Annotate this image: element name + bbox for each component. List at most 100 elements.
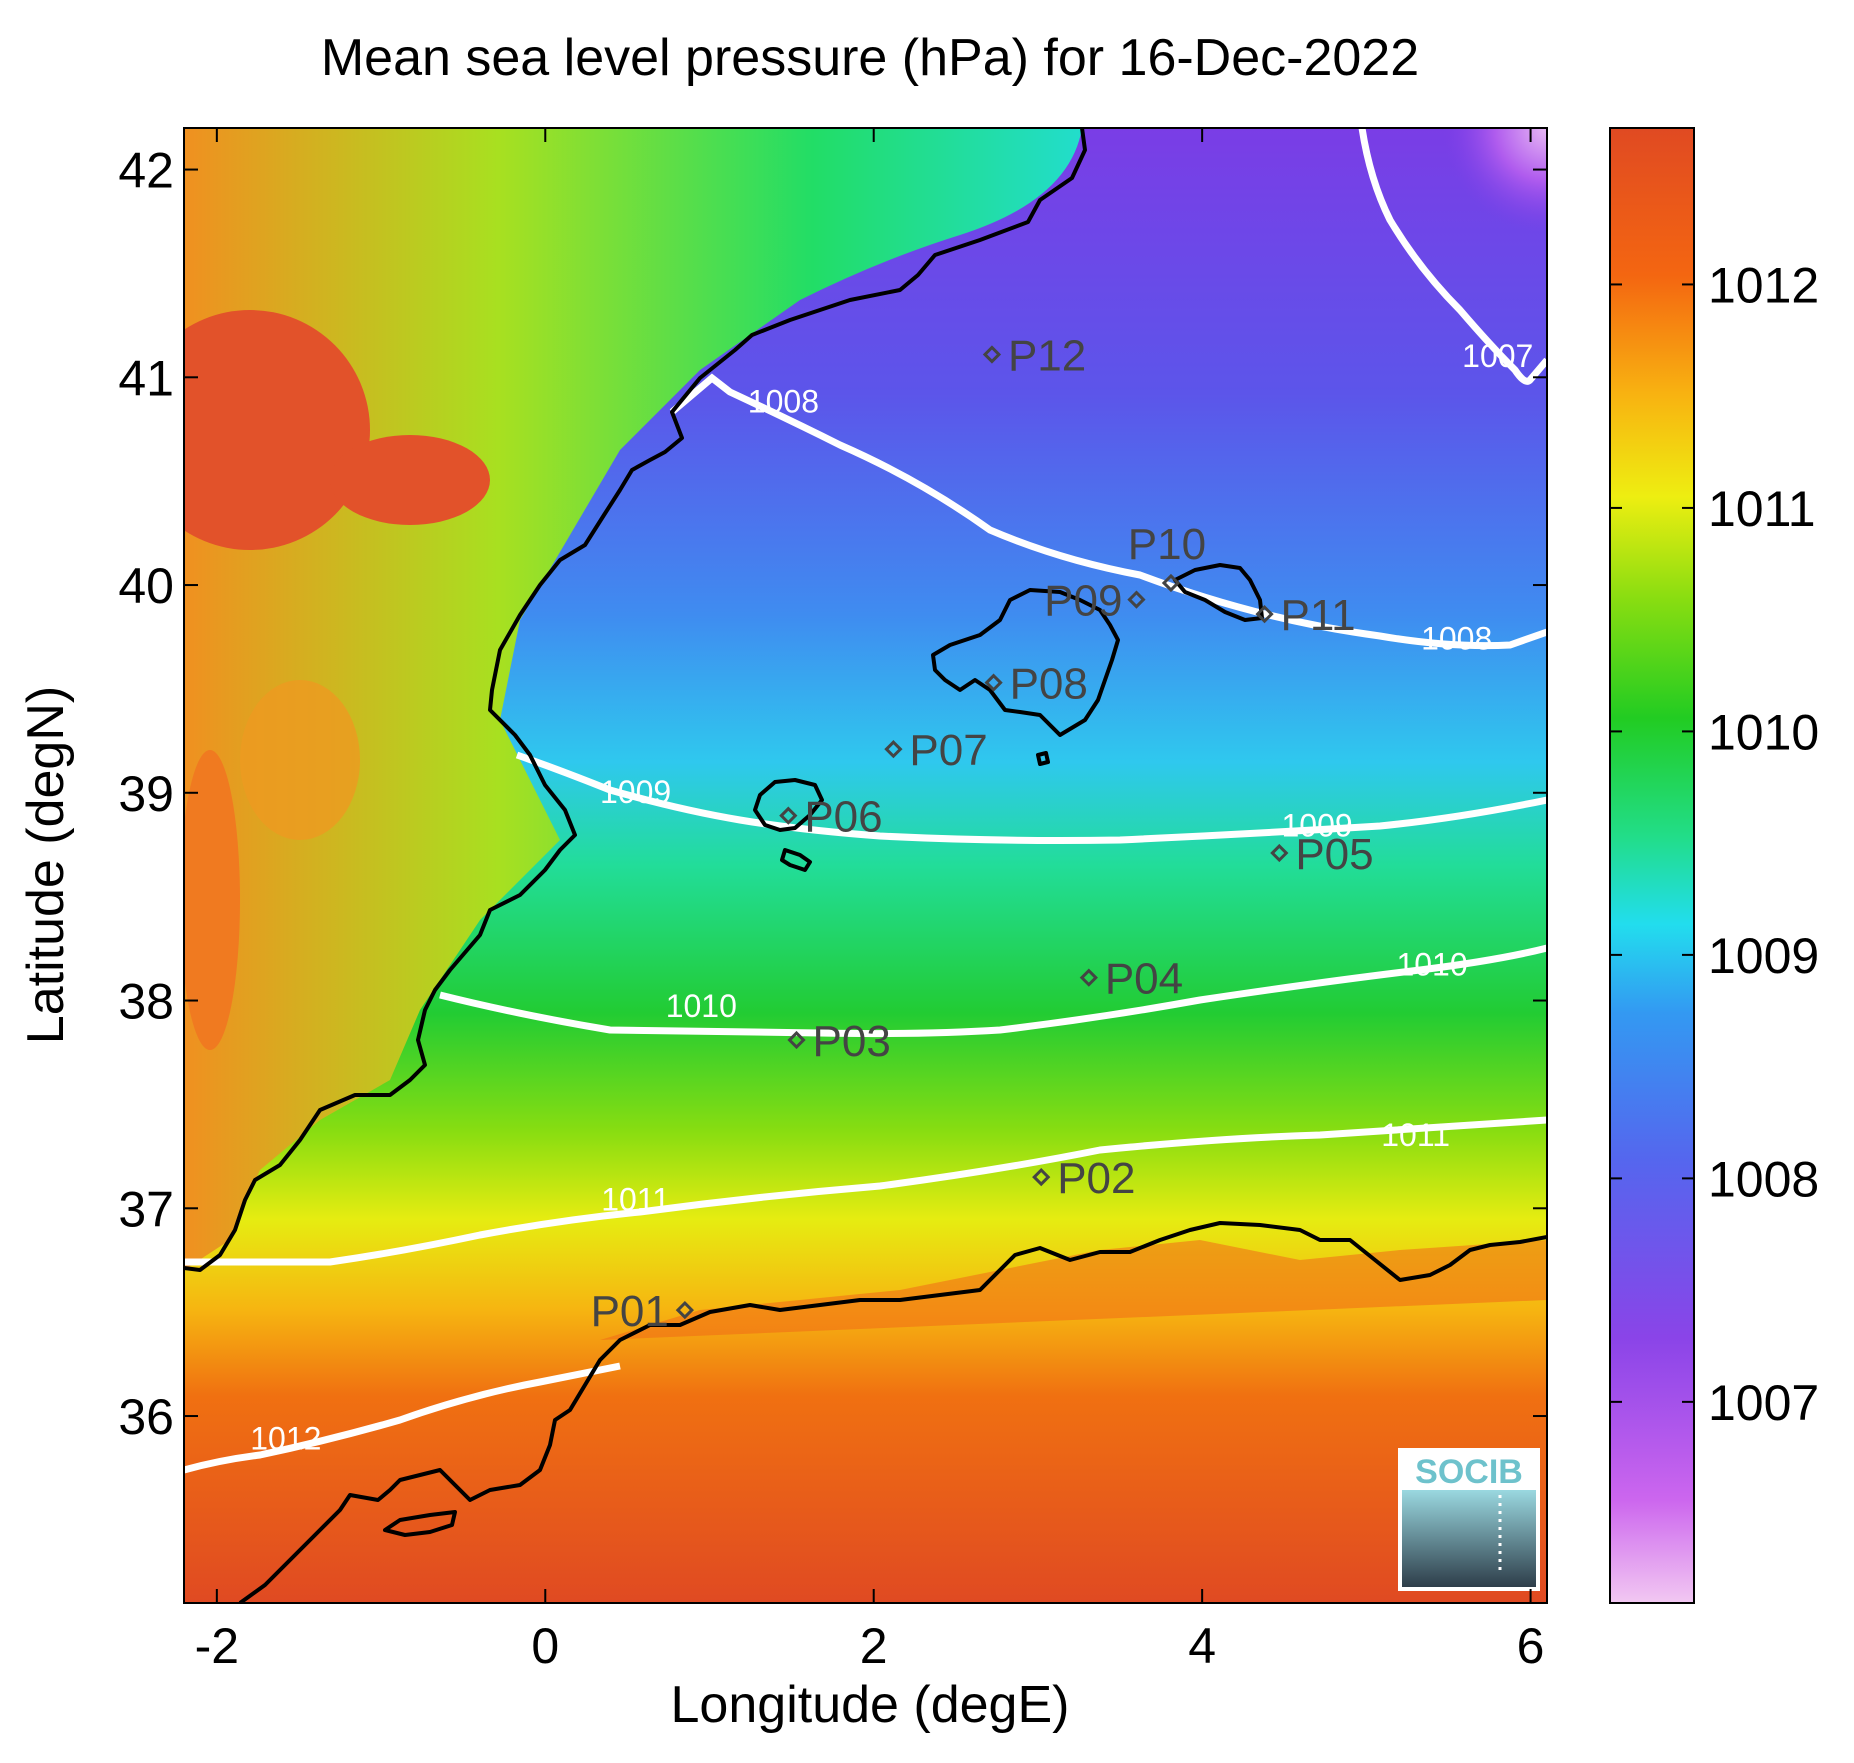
station-marker [779,806,798,825]
station-marker [1161,573,1181,593]
y-tick-label: 38 [118,974,174,1030]
station-label: P07 [909,726,987,775]
x-tick-label: 0 [531,1618,559,1674]
station-label: P02 [1057,1154,1135,1203]
isobar-1011 [184,1116,1547,1266]
y-tick-label: 36 [118,1389,174,1445]
station-label: P05 [1295,830,1373,879]
station-marker [982,345,1002,364]
isobar-labels: 1007 1008 1008 1009 1009 1010 1010 1011 1011 1012 [250,338,1533,1456]
station-p03: P03 [787,1017,891,1066]
isobar-1008 [669,373,1547,650]
logo-sea [1402,1490,1536,1587]
station-p04: P04 [1079,955,1183,1004]
y-tick-label: 40 [118,558,174,614]
coastline-africa [238,1221,1547,1603]
station-p02: P02 [1032,1154,1136,1203]
colorbar-tick-label: 1008 [1708,1151,1819,1207]
colorbar-tick-label: 1011 [1708,481,1816,537]
high-pressure-interior [330,435,490,525]
isobar-1010 [439,944,1547,1038]
high-pressure-interior [184,310,370,550]
colorbar [1609,127,1695,1604]
isobar-1007 [1358,128,1547,385]
high-pressure-coast [184,750,240,1050]
isobar-1009 [515,751,1547,844]
x-tick-label: 6 [1517,1618,1545,1674]
station-p05: P05 [1270,830,1374,879]
station-label: P09 [1044,577,1122,626]
isobar-label: 1012 [250,1420,321,1456]
isobar-label: 1009 [1282,807,1353,843]
colorbar-tick-label: 1010 [1708,704,1819,760]
station-marker [787,1030,806,1050]
station-marker [984,673,1003,692]
station-p08: P08 [984,660,1088,709]
station-label: P04 [1105,955,1183,1004]
colorbar-tick-label: 1012 [1708,257,1819,313]
station-label: P11 [1281,591,1356,640]
high-pressure-coast [240,680,360,840]
logo-text: SOCIB [1415,1453,1523,1491]
station-marker [1127,590,1146,609]
coastline-ibiza [753,778,824,872]
colorbar-tick-label: 1007 [1708,1375,1819,1431]
coastline-cabrera [1036,751,1050,766]
isobar-label: 1008 [1421,620,1492,656]
iberia-land-field [184,128,1082,1270]
isobar-label: 1010 [1396,947,1467,983]
x-axis-label: Longitude (degE) [671,1676,1070,1734]
station-label: P06 [804,793,882,842]
station-label: P03 [813,1017,891,1066]
isobar-label: 1011 [1381,1117,1450,1153]
low-pressure-area [1250,128,1547,428]
station-marker [1270,843,1289,863]
x-tick-label: -2 [195,1618,239,1674]
station-p06: P06 [779,793,883,842]
map-field [184,128,1547,1603]
socib-logo: SOCIB [1398,1448,1540,1591]
station-p07: P07 [884,726,988,775]
isobar-label: 1009 [600,774,671,810]
coastline-alboran [383,1510,457,1537]
colorbar-ticks: 1012 1011 1010 1009 1008 1007 [1610,257,1819,1431]
africa-coast-pressure [600,1240,1547,1340]
y-tick-label: 42 [118,143,174,199]
station-marker [884,740,903,759]
station-marker [1255,605,1274,624]
station-label: P08 [1010,660,1088,709]
station-marker [675,1300,694,1320]
x-tick-label: 2 [860,1618,888,1674]
coastline-iberia [184,128,1087,1272]
station-p10: P10 [1128,520,1206,593]
colorbar-tick-label: 1009 [1708,928,1819,984]
y-tick-label: 41 [118,350,174,406]
y-tick-label: 39 [118,766,174,822]
station-label: P01 [591,1287,669,1336]
x-tick-label: 4 [1188,1618,1216,1674]
isobar-label: 1011 [601,1181,670,1217]
isobar-label: 1008 [748,384,819,420]
station-marker [1079,968,1098,987]
station-p01: P01 [591,1287,694,1336]
coastline-mallorca [931,588,1120,737]
chart-title: Mean sea level pressure (hPa) for 16-Dec… [321,29,1419,87]
plot-frame [183,127,1548,1604]
station-p11: P11 [1255,591,1356,640]
station-label: P10 [1128,520,1206,569]
station-label: P12 [1008,331,1086,380]
isobar-label: 1010 [666,988,737,1024]
station-p12: P12 [982,331,1086,380]
y-tick-label: 37 [118,1181,174,1237]
axes-ticks: -2 0 2 4 6 42 41 40 39 38 37 36 [118,128,1547,1674]
coastline [184,128,1547,1603]
y-axis-label: Latitude (degN) [17,686,75,1044]
isobar-1012 [184,1362,621,1474]
station-p09: P09 [1044,577,1146,626]
station-marker [1032,1167,1051,1187]
isobar-lines [184,128,1547,1474]
isobar-label: 1007 [1462,338,1533,374]
